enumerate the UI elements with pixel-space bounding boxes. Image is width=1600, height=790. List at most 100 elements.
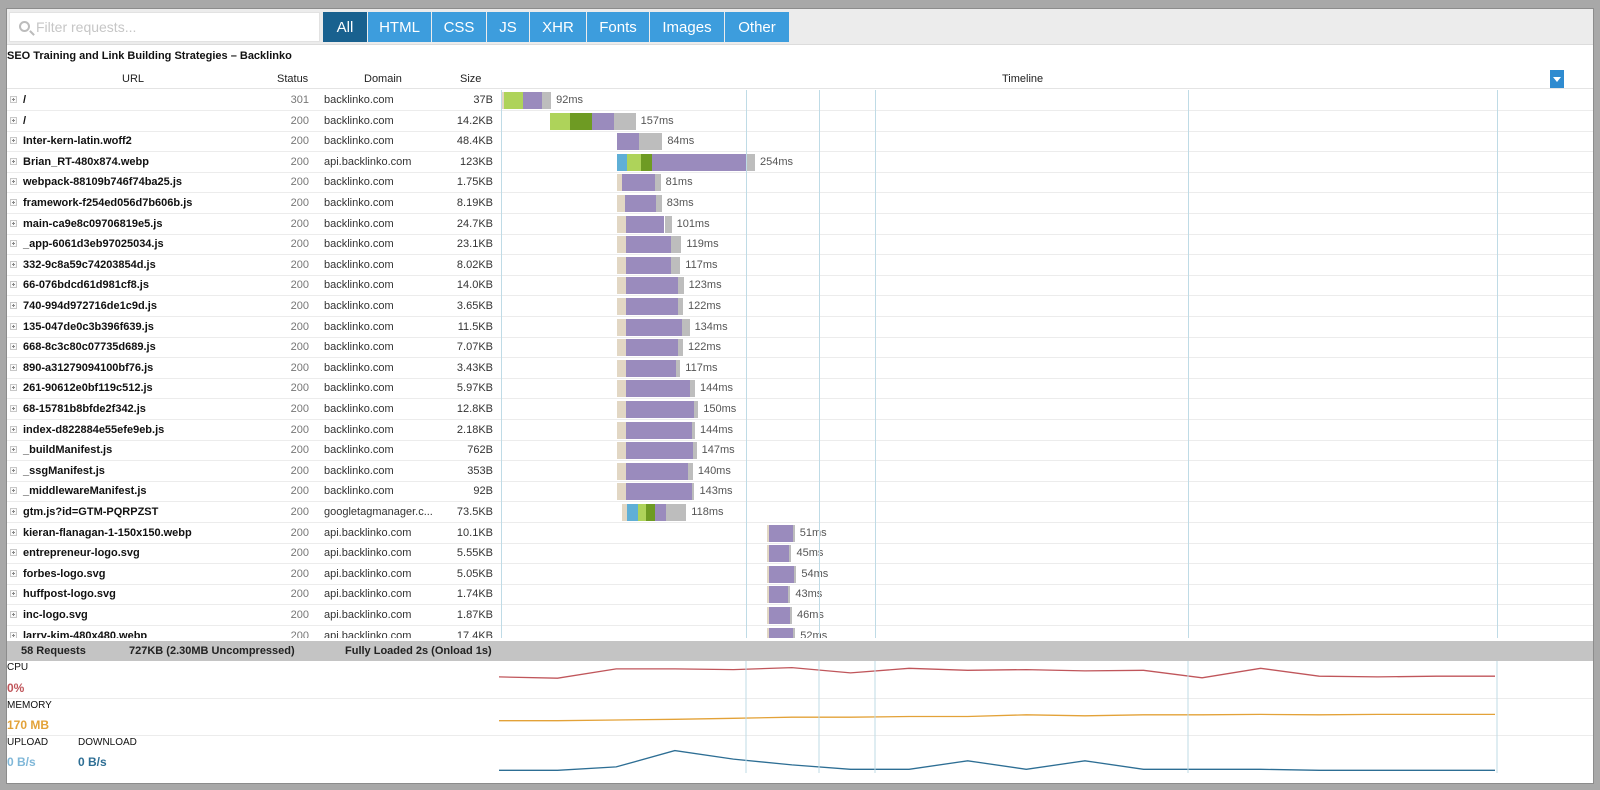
expand-icon[interactable] (10, 240, 17, 248)
tab-all[interactable]: All (323, 12, 367, 42)
expand-icon[interactable] (10, 96, 17, 103)
request-domain: backlinko.com (324, 258, 394, 271)
request-size: 5.55KB (456, 547, 493, 560)
request-url: / (23, 114, 27, 127)
expand-icon[interactable] (10, 466, 17, 474)
expand-icon[interactable] (10, 178, 17, 186)
timing-ttfb (523, 92, 543, 109)
expand-icon[interactable] (10, 487, 17, 495)
request-row[interactable]: webpack-88109b746f74ba25.js 200 backlinko.… (7, 172, 1593, 194)
expand-icon[interactable] (10, 219, 17, 227)
column-timeline[interactable]: Timeline (1002, 73, 1044, 85)
expand-icon[interactable] (10, 384, 17, 392)
expand-icon[interactable] (10, 528, 17, 536)
request-row[interactable]: / 301 backlinko.com 37B 92ms (7, 90, 1593, 111)
column-domain[interactable]: Domain (364, 73, 402, 85)
request-status: 200 (290, 444, 309, 457)
request-row[interactable]: / 200 backlinko.com 14.2KB 157ms (7, 111, 1593, 132)
request-row[interactable]: 68-15781b8bfde2f342.js 200 backlinko.com 12… (7, 399, 1593, 420)
timeline-bar: 122ms (7, 337, 1593, 358)
expand-icon[interactable] (10, 405, 17, 412)
expand-icon[interactable] (10, 363, 17, 371)
request-row[interactable]: forbes-logo.svg 200 api.backlinko.com 5.05K… (7, 564, 1593, 585)
timing-download (677, 298, 684, 315)
expand-icon[interactable] (10, 611, 17, 618)
request-row[interactable]: index-d822884e55efe9eb.js 200 backlinko.co… (7, 420, 1593, 441)
tab-js[interactable]: JS (487, 12, 529, 42)
timeline-marker (1188, 90, 1189, 638)
expand-icon[interactable] (10, 260, 17, 268)
cpu-value: 0% (7, 681, 25, 695)
request-row[interactable]: gtm.js?id=GTM-PQRPZST 200 googletagmanager… (7, 502, 1593, 523)
timing-wait (616, 380, 627, 398)
request-status: 200 (290, 547, 309, 560)
request-status: 200 (290, 423, 309, 436)
request-row[interactable]: entrepreneur-logo.svg 200 api.backlinko.co… (7, 543, 1593, 565)
request-status: 200 (290, 258, 309, 271)
timing-wait (616, 421, 627, 439)
timeline-bar: 157ms (7, 111, 1593, 132)
filter-box[interactable] (9, 12, 320, 42)
timing-connect (503, 92, 524, 109)
request-row[interactable]: kieran-flanagan-1-150x150.webp 200 api.bac… (7, 523, 1593, 544)
timing-download (688, 462, 693, 480)
timing-wait (616, 339, 627, 357)
request-row[interactable]: framework-f254ed056d7b606b.js 200 backlink… (7, 193, 1593, 214)
filter-input[interactable] (36, 17, 316, 37)
timeline-bar: 45ms (7, 543, 1593, 564)
expand-icon[interactable] (10, 322, 17, 330)
timing-ttfb (626, 236, 672, 254)
expand-icon[interactable] (10, 446, 17, 454)
expand-icon[interactable] (10, 590, 17, 598)
expand-icon[interactable] (10, 157, 17, 165)
request-row[interactable]: 740-994d972716de1c9d.js 200 backlinko.com 3… (7, 296, 1593, 317)
tab-xhr[interactable]: XHR (530, 12, 586, 42)
expand-icon[interactable] (10, 302, 17, 309)
request-row[interactable]: 135-047de0c3b396f639.js 200 backlinko.com 1… (7, 317, 1593, 338)
request-row[interactable]: inc-logo.svg 200 api.backlinko.com 1.87KB 46… (7, 605, 1593, 626)
request-row[interactable]: 261-90612e0bf119c512.js 200 backlinko.com 5… (7, 378, 1593, 400)
expand-icon[interactable] (10, 631, 17, 638)
timeline-bar: 43ms (7, 584, 1593, 605)
request-row[interactable]: Brian_RT-480x874.webp 200 api.backlinko.co… (7, 152, 1593, 173)
request-row[interactable]: _ssgManifest.js 200 backlinko.com 353B 140ms (7, 461, 1593, 482)
request-row[interactable]: main-ca9e8c09706819e5.js 200 backlinko.com… (7, 214, 1593, 235)
expand-icon[interactable] (10, 137, 17, 145)
request-domain: api.backlinko.com (324, 629, 412, 638)
expand-icon[interactable] (10, 549, 17, 557)
request-domain: backlinko.com (324, 279, 394, 292)
request-row[interactable]: 332-9c8a59c74203854d.js 200 backlinko.com 8… (7, 255, 1593, 276)
tab-other[interactable]: Other (725, 12, 789, 42)
request-status: 301 (290, 94, 309, 106)
column-url[interactable]: URL (122, 73, 145, 85)
tab-css[interactable]: CSS (432, 12, 486, 42)
request-row[interactable]: Inter-kern-latin.woff2 200 backlinko.com 48… (7, 131, 1593, 153)
tab-html[interactable]: HTML (368, 12, 431, 42)
request-row[interactable]: _buildManifest.js 200 backlinko.com 762B 147… (7, 440, 1593, 462)
request-row[interactable]: larry-kim-480x480.webp 200 api.backlinko.c… (7, 626, 1593, 638)
request-row[interactable]: 66-076bdcd61d981cf8.js 200 backlinko.com 14… (7, 275, 1593, 297)
column-size[interactable]: Size (460, 73, 482, 85)
timing-wait (616, 442, 627, 460)
expand-icon[interactable] (10, 281, 17, 289)
request-row[interactable]: 890-a31279094100bf76.js 200 backlinko.com 3… (7, 358, 1593, 379)
timing-ttfb (769, 524, 793, 542)
column-status[interactable]: Status (277, 73, 309, 85)
request-row[interactable]: _middlewareManifest.js 200 backlinko.com 92… (7, 481, 1593, 503)
expand-icon[interactable] (10, 508, 17, 515)
request-row[interactable]: _app-6061d3eb97025034.js 200 backlinko.com… (7, 234, 1593, 256)
tab-fonts[interactable]: Fonts (587, 12, 649, 42)
timing-ttfb (626, 277, 679, 295)
timeline-dropdown-icon[interactable] (1550, 70, 1564, 88)
expand-icon[interactable] (10, 199, 17, 206)
expand-icon[interactable] (10, 116, 17, 124)
expand-icon[interactable] (10, 569, 17, 577)
tab-images[interactable]: Images (650, 12, 724, 42)
expand-icon[interactable] (10, 343, 17, 351)
request-row[interactable]: huffpost-logo.svg 200 api.backlinko.com 1.7… (7, 584, 1593, 606)
request-url: _app-6061d3eb97025034.js (23, 238, 164, 251)
timeline-bar: 123ms (7, 275, 1593, 296)
expand-icon[interactable] (10, 425, 17, 433)
request-status: 200 (290, 506, 309, 518)
request-row[interactable]: 668-8c3c80c07735d689.js 200 backlinko.com 7… (7, 337, 1593, 359)
